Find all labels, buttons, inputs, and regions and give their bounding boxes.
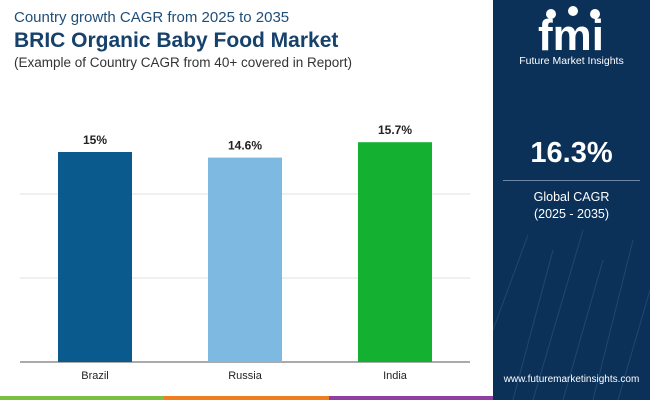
global-cagr-label-line1: Global CAGR — [533, 190, 610, 204]
bottom-color-bar — [0, 396, 493, 400]
global-cagr-label-line2: (2025 - 2035) — [533, 207, 610, 221]
website-url: www.futuremarketinsights.com — [503, 374, 640, 385]
bar-brazil — [58, 152, 132, 362]
sidebar-divider — [503, 180, 640, 181]
global-cagr-label: Global CAGR (2025 - 2035) — [493, 189, 650, 223]
x-tick-label-india: India — [383, 370, 408, 382]
chart-note: (Example of Country CAGR from 40+ covere… — [14, 55, 353, 70]
data-label-india: 15.7% — [378, 123, 412, 137]
data-label-russia: 14.6% — [228, 139, 262, 153]
bar-russia — [208, 157, 282, 362]
logo-dot-icon — [590, 9, 600, 19]
logo-dot-icon — [568, 6, 578, 16]
logo-subtitle: Future Market Insights — [519, 55, 624, 67]
chart-subtitle: Country growth CAGR from 2025 to 2035 — [14, 9, 290, 26]
logo-dot-icon — [546, 9, 556, 19]
bar-india — [358, 142, 432, 362]
fmi-logo: fmi — [538, 6, 604, 60]
bottom-bar-segment-orange — [164, 396, 329, 400]
x-tick-label-brazil: Brazil — [81, 370, 109, 382]
sidebar-panel: fmi Future Market Insights 16.3% Global … — [493, 0, 650, 400]
x-tick-label-russia: Russia — [228, 370, 263, 382]
sidebar-decoration — [493, 229, 650, 400]
header: Country growth CAGR from 2025 to 2035 BR… — [14, 8, 484, 72]
global-cagr-value: 16.3% — [530, 137, 613, 169]
bottom-bar-segment-purple — [328, 396, 493, 400]
bar-chart-svg: 15% Brazil 14.6% Russia 15.7% India — [20, 123, 470, 382]
data-label-brazil: 15% — [83, 133, 107, 147]
logo-text: fmi — [538, 11, 604, 60]
bar-chart: 15% Brazil 14.6% Russia 15.7% India — [0, 100, 490, 400]
bottom-bar-segment-green — [0, 396, 165, 400]
chart-title: BRIC Organic Baby Food Market — [14, 29, 339, 52]
